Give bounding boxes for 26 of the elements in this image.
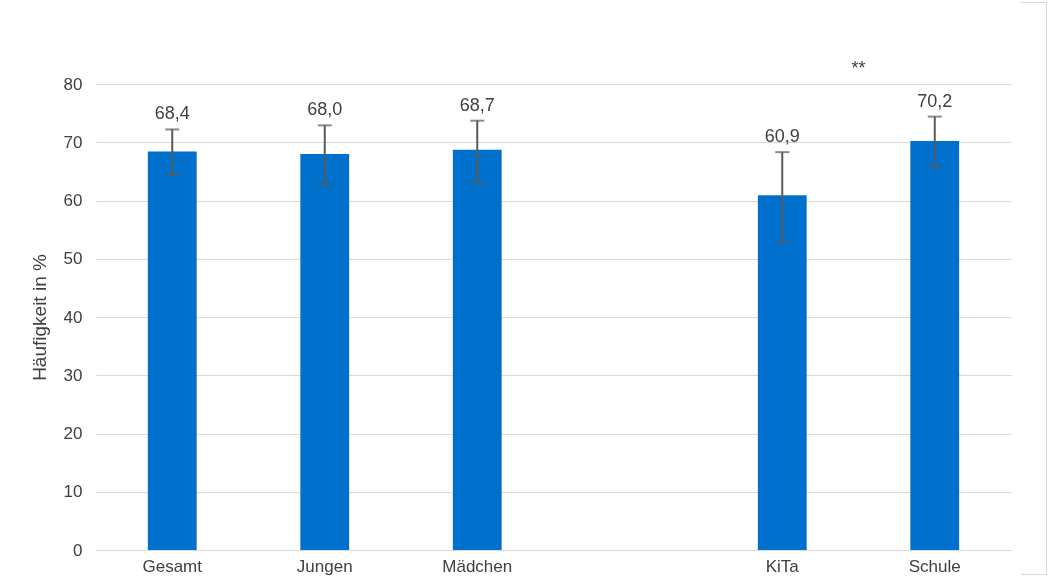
y-tick-label: 10 [63,482,83,502]
data-label: 68,0 [307,99,343,120]
x-tick-label: KiTa [765,556,800,576]
x-tick-label: Jungen [296,556,353,576]
data-label: 68,7 [459,94,495,115]
y-tick-label: 80 [63,74,83,94]
y-tick-label: 30 [63,365,83,385]
bar [910,141,960,550]
bar [147,151,197,550]
y-tick-label: 60 [63,191,83,210]
data-label: 70,2 [917,90,953,111]
text: ** [851,58,866,78]
bar [300,153,350,550]
y-tick-label: 50 [63,249,83,269]
x-tick-label: Gesamt [142,556,203,576]
y-tick-label: 20 [63,424,83,443]
y-tick-label: 70 [63,132,83,152]
y-axis-title: Häufigkeit in % [28,254,50,381]
x-tick-label: Mädchen [442,556,513,576]
data-label: 60,9 [764,126,800,147]
x-tick-label: Schule [908,556,961,576]
bar [757,195,807,550]
bar [452,149,502,550]
y-tick-label: 0 [73,540,83,560]
data-label: 68,4 [154,103,190,124]
y-tick-label: 40 [63,307,83,327]
